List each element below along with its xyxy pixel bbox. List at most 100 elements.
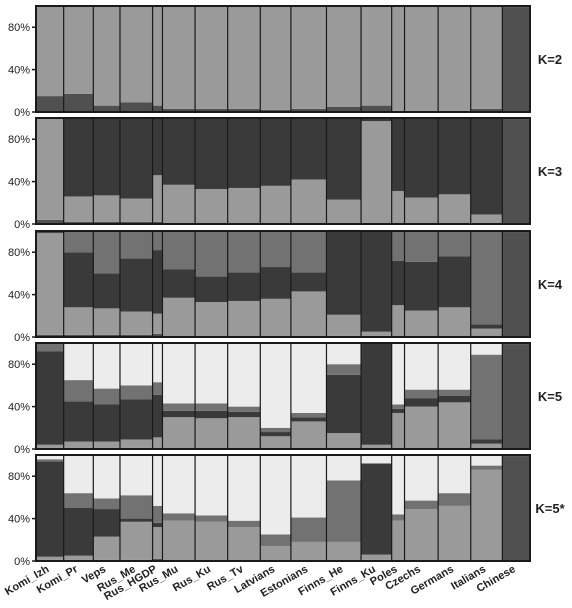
bar-segment xyxy=(93,388,120,405)
bar-segment xyxy=(470,118,503,215)
bar-segment xyxy=(404,118,439,198)
bar-segment xyxy=(260,534,291,547)
bar-segment xyxy=(119,221,153,224)
bar-segment xyxy=(152,382,163,395)
bar-segment xyxy=(93,455,120,499)
bar-segment xyxy=(36,334,64,337)
bar-segment xyxy=(36,556,64,560)
bar-segment xyxy=(470,214,503,224)
bar-segment xyxy=(470,469,503,561)
bar-segment xyxy=(361,554,392,560)
bar-segment xyxy=(260,267,291,299)
bar-segment xyxy=(391,343,405,405)
bar-segment xyxy=(63,231,94,253)
bar-segment xyxy=(404,455,439,501)
bar-segment xyxy=(152,6,163,106)
bar-segment xyxy=(361,6,392,106)
bar-segment xyxy=(152,175,163,222)
bar-segment xyxy=(36,444,64,448)
y-tick-label: 80% xyxy=(8,134,30,146)
bar-segment xyxy=(227,108,261,112)
panel-outline xyxy=(35,454,531,562)
bar-segment xyxy=(260,298,291,337)
bar-segment xyxy=(63,380,94,402)
bar-segment xyxy=(162,108,196,112)
bar-segment xyxy=(361,231,392,332)
bar-segment xyxy=(63,196,94,222)
bar-segment xyxy=(438,194,471,224)
bar-segment xyxy=(195,410,228,419)
bar-segment xyxy=(438,505,471,561)
bar-segment xyxy=(195,302,228,337)
panel-k-5-: 0% 40% 80% K=5* xyxy=(8,454,566,568)
bar-segment xyxy=(404,310,439,337)
bar-segment xyxy=(438,455,471,494)
panel-label: K=3 xyxy=(538,164,562,179)
panel-outline xyxy=(35,117,531,225)
bar-segment xyxy=(404,398,439,407)
bar-segment xyxy=(361,121,392,223)
y-tick-label: 80% xyxy=(8,247,30,259)
bar-segment xyxy=(63,118,94,197)
bar-segment xyxy=(361,455,392,464)
bar-segment xyxy=(391,404,405,409)
bar-segment xyxy=(361,444,392,449)
bar-segment xyxy=(227,527,261,561)
bar-segment xyxy=(227,417,261,449)
y-tick-label: 80% xyxy=(8,471,30,483)
bar-segment xyxy=(162,6,196,109)
bar-segment xyxy=(260,343,291,428)
bar-segment xyxy=(391,118,405,192)
bar-segment xyxy=(470,443,503,449)
bar-segment xyxy=(260,432,291,437)
bar-segment xyxy=(63,555,94,560)
y-tick-label: 80% xyxy=(8,22,30,34)
bar-segment xyxy=(152,118,163,176)
bar-segment xyxy=(391,455,405,515)
bar-segment xyxy=(63,307,94,335)
panel-label: K=2 xyxy=(538,52,562,67)
bar-segment xyxy=(438,307,471,337)
y-tick-label: 40% xyxy=(8,402,30,414)
bar-segment xyxy=(260,427,291,433)
bar-segment xyxy=(438,389,471,396)
bar-segment xyxy=(93,118,120,196)
y-tick-label: 0% xyxy=(14,332,30,344)
bar-segment xyxy=(470,343,503,355)
bar-segment xyxy=(227,455,261,521)
bar-segment xyxy=(119,118,153,199)
y-tick-label: 40% xyxy=(8,177,30,189)
bar-segment xyxy=(162,520,196,561)
bar-segment xyxy=(36,343,64,352)
bar-segment xyxy=(290,179,327,224)
bar-segment xyxy=(227,520,261,528)
bar-segment xyxy=(63,493,94,508)
bar-segment xyxy=(326,106,362,112)
bar-segment xyxy=(93,231,120,274)
bar-segment xyxy=(326,455,362,481)
bar-segment xyxy=(36,455,64,460)
bar-segment xyxy=(326,6,362,107)
panel-outline xyxy=(35,230,531,338)
bar-segment xyxy=(470,231,503,325)
bar-segment xyxy=(260,109,291,112)
bar-segment xyxy=(162,417,196,449)
bar-segment xyxy=(152,394,163,438)
bar-segment xyxy=(93,195,120,222)
bar-segment xyxy=(63,401,94,442)
bar-segment xyxy=(162,455,196,514)
bar-segment xyxy=(119,385,153,400)
bar-segment xyxy=(152,343,163,383)
bar-segment xyxy=(63,455,94,494)
bar-segment xyxy=(36,96,64,112)
bar-segment xyxy=(361,343,392,445)
bar-segment xyxy=(36,219,64,224)
bar-segment xyxy=(152,231,163,251)
bar-segment xyxy=(119,334,153,337)
bar-segment xyxy=(470,354,503,440)
bar-segment xyxy=(260,6,291,110)
bar-segment xyxy=(119,231,153,259)
panel-k-5: 0% 40% 80% K=5 xyxy=(8,342,562,456)
bar-segment xyxy=(290,231,327,273)
panel-outline xyxy=(35,342,531,450)
